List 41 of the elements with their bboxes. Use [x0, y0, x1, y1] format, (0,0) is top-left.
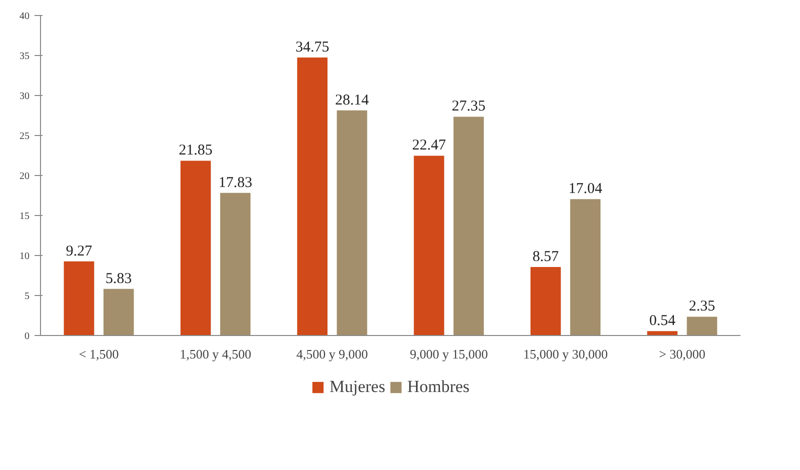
y-tick-label: 10 — [20, 251, 30, 262]
bar — [297, 58, 328, 336]
x-tick-label: > 30,000 — [659, 346, 706, 362]
bar — [647, 331, 678, 336]
y-tick-label: 35 — [20, 51, 30, 62]
data-label: 2.35 — [688, 298, 716, 315]
y-tick-label: 40 — [20, 11, 30, 22]
x-tick-label: 15,000 y 30,000 — [523, 346, 608, 362]
legend-label: Hombres — [407, 376, 470, 396]
x-tick-label: 1,500 y 4,500 — [180, 346, 252, 362]
data-label: 8.57 — [532, 248, 560, 265]
y-tick-label: 5 — [24, 291, 30, 302]
data-label: 27.35 — [452, 98, 486, 115]
data-label: 17.83 — [218, 174, 252, 191]
bar — [454, 116, 484, 336]
data-label: 28.14 — [335, 92, 370, 108]
bar — [104, 288, 134, 336]
y-tick-label: 25 — [20, 131, 30, 142]
data-label: 9.27 — [66, 243, 93, 260]
bar — [64, 261, 94, 336]
bar — [530, 266, 561, 336]
data-label: 34.75 — [295, 40, 330, 56]
bar — [686, 316, 718, 336]
bar — [336, 110, 368, 336]
bar — [180, 160, 211, 336]
x-tick-label: 4,500 y 9,000 — [296, 346, 368, 362]
data-label: 22.47 — [412, 138, 446, 154]
x-tick-label: 9,000 y 15,000 — [410, 346, 488, 362]
data-label: 17.04 — [568, 181, 603, 198]
bar — [414, 156, 444, 336]
y-tick-label: 30 — [20, 91, 30, 102]
bar — [220, 192, 250, 336]
y-tick-label: 0 — [24, 331, 30, 342]
x-tick-label: < 1,500 — [78, 346, 119, 362]
data-label: 5.83 — [106, 270, 132, 287]
bar — [570, 199, 600, 336]
y-tick-label: 20 — [20, 171, 30, 182]
data-label: 21.85 — [178, 142, 213, 159]
data-label: 0.54 — [649, 313, 676, 330]
y-tick-label: 15 — [20, 211, 30, 222]
legend-label: Mujeres — [329, 376, 386, 396]
